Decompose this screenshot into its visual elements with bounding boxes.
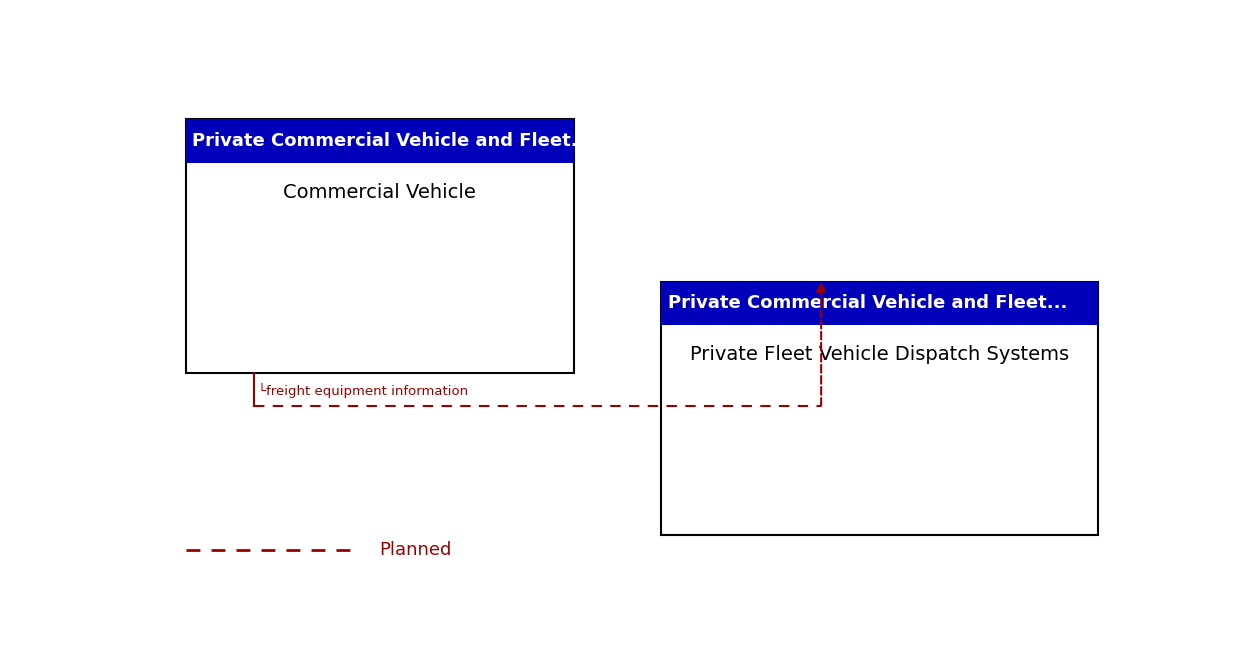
Bar [661,282,1098,324]
Text: Private Fleet Vehicle Dispatch Systems: Private Fleet Vehicle Dispatch Systems [690,345,1069,364]
Text: Private Commercial Vehicle and Fleet...: Private Commercial Vehicle and Fleet... [667,294,1067,312]
Text: Private Commercial Vehicle and Fleet...: Private Commercial Vehicle and Fleet... [193,132,592,150]
Text: └freight equipment information: └freight equipment information [258,383,468,398]
Text: Planned: Planned [379,541,452,559]
Bar [185,120,573,373]
Text: Commercial Vehicle: Commercial Vehicle [283,183,476,202]
Bar [661,282,1098,535]
Bar [185,120,573,163]
